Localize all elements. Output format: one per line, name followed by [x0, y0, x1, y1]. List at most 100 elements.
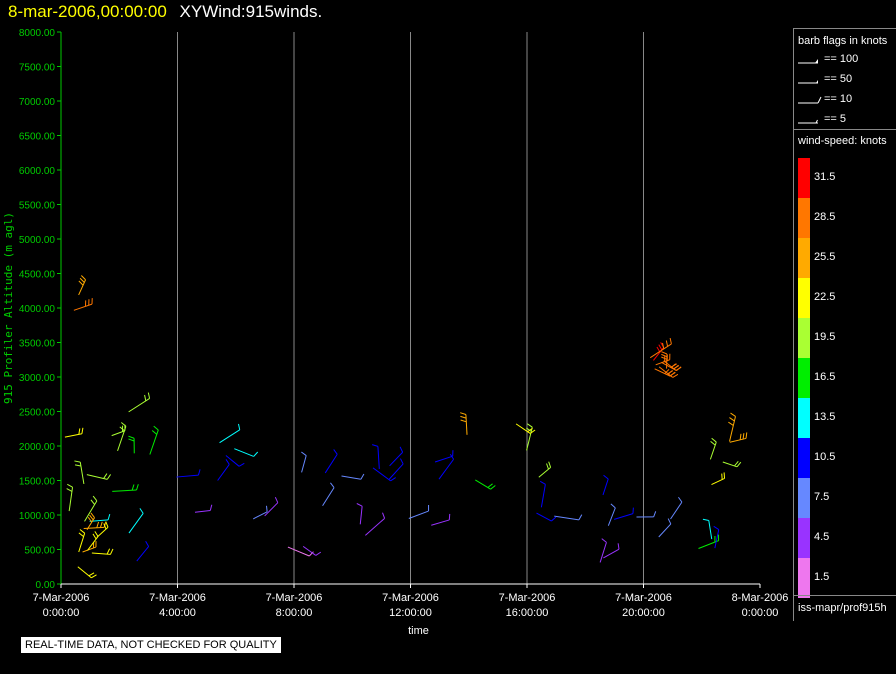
barb-feather [74, 460, 81, 463]
wind-barb [302, 545, 322, 556]
barb-shaft [709, 441, 717, 460]
barb-shaft [388, 463, 404, 480]
barb-feather [81, 427, 84, 434]
colorbar-swatch [798, 158, 810, 198]
barb-feather [449, 453, 455, 460]
barb-feather [105, 521, 109, 528]
wind-barb [698, 534, 720, 549]
barb-feather [527, 423, 533, 428]
barb-shaft [536, 512, 552, 522]
barb-feather [728, 421, 734, 426]
barb-feather [151, 430, 158, 435]
barb-feather [678, 496, 683, 503]
quality-notice: REAL-TIME DATA, NOT CHECKED FOR QUALITY [20, 636, 282, 654]
barb-feather [94, 531, 99, 537]
barb-shaft [359, 506, 363, 525]
wind-barb [607, 503, 616, 526]
barb-feather [711, 437, 717, 443]
barb-feather [308, 551, 314, 557]
barb-shaft [149, 429, 159, 455]
barb-legend-label: == 50 [824, 73, 853, 85]
barb-feather [603, 474, 609, 480]
y-tick-label: 8000.00 [19, 28, 56, 39]
barb-legend-label: == 10 [824, 93, 853, 105]
wind-barb [599, 538, 607, 563]
barb-feather [91, 574, 97, 579]
barb-feather [103, 473, 108, 479]
barb-shaft [365, 517, 385, 536]
barb-feather [109, 548, 114, 555]
x-tick-date: 7-Mar-2006 [382, 592, 439, 604]
barb-shaft [389, 451, 404, 467]
barb-feather [96, 521, 100, 528]
wind-barb [613, 507, 634, 520]
wind-barb [554, 514, 583, 521]
barb-feather [139, 508, 144, 514]
barb-feather [360, 473, 365, 480]
barb-shaft [603, 548, 620, 559]
barb-feather [119, 426, 125, 432]
wind-barb [431, 513, 451, 526]
barb-symbol-icon [798, 59, 818, 64]
barb-shaft [219, 429, 240, 444]
x-tick-date: 7-Mar-2006 [266, 592, 323, 604]
wind-barb [136, 541, 150, 562]
wind-barb [636, 511, 657, 518]
barb-shaft [475, 479, 491, 490]
barb-shaft [83, 526, 105, 529]
colorbar-label: 7.5 [814, 491, 830, 503]
barb-feather [460, 415, 467, 419]
wind-barb [78, 529, 86, 553]
wind-barb [729, 432, 748, 443]
colorbar-swatch [798, 558, 810, 598]
wind-barb [96, 521, 109, 538]
legend-divider-bottom [794, 595, 896, 596]
barb-shaft [128, 513, 144, 534]
y-tick-label: 1000.00 [19, 511, 56, 522]
barb-shaft [554, 515, 579, 521]
y-tick-label: 5500.00 [19, 201, 56, 212]
x-tick-time: 4:00:00 [159, 607, 196, 619]
barb-feather [662, 342, 665, 349]
barb-feather [601, 538, 607, 543]
colorbar-swatch [798, 478, 810, 518]
barb-feather [675, 366, 682, 371]
wind-barb [663, 360, 682, 371]
barb-feather [664, 369, 670, 374]
wind-barb [176, 469, 201, 478]
x-tick-time: 16:00:00 [506, 607, 549, 619]
y-tick-label: 0.00 [36, 580, 56, 591]
barb-shaft [84, 500, 98, 522]
y-tick-label: 7000.00 [19, 97, 56, 108]
barb-feather [79, 277, 85, 283]
barb-shaft [324, 453, 338, 474]
barb-shaft [408, 510, 429, 519]
wind-barb [655, 353, 671, 366]
colorbar-swatch [798, 518, 810, 558]
barb-shaft [128, 398, 150, 413]
barb-feather [672, 373, 679, 378]
barb-feather [742, 433, 745, 440]
barb-shaft [112, 489, 137, 492]
barb-feather [66, 488, 73, 492]
barb-symbol-icon [798, 119, 818, 124]
x-axis-title: time [408, 625, 429, 637]
barb-feather [661, 351, 668, 355]
barb-shaft [431, 519, 450, 526]
barb-shaft [658, 523, 672, 538]
barb-shaft [264, 502, 279, 517]
y-tick-label: 6500.00 [19, 132, 56, 143]
barb-feather [253, 451, 259, 457]
y-tick-label: 500.00 [24, 546, 55, 557]
barb-feather [67, 483, 73, 488]
barb-feather [539, 480, 546, 485]
wind-barb [77, 566, 97, 579]
barb-shaft [465, 414, 468, 435]
barb-symbol-icon [798, 80, 818, 84]
barb-shaft [613, 513, 634, 520]
barb-shaft [649, 343, 672, 359]
legend-panel: barb flags in knots == 100 == 50 == 10 == 5… [793, 28, 896, 621]
barb-feather [527, 427, 533, 433]
y-tick-label: 2500.00 [19, 408, 56, 419]
colorbar-swatch [798, 278, 810, 318]
